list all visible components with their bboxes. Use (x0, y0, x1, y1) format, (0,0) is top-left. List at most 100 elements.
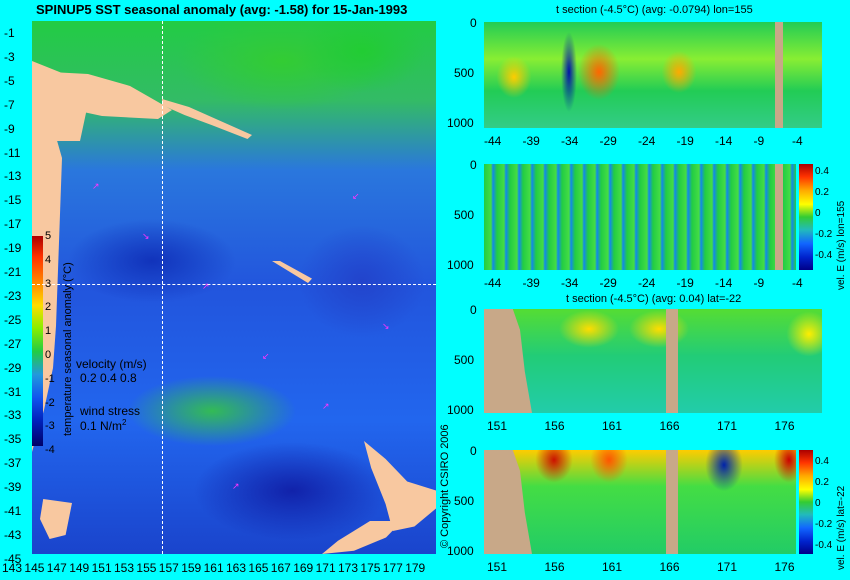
tick-label: 163 (226, 561, 247, 575)
tick-label: -13 (4, 169, 22, 184)
tick-label: -14 (715, 276, 733, 290)
tick-label: -14 (715, 134, 733, 148)
tick-label: -1 (45, 372, 55, 385)
map-colorbar (32, 236, 43, 446)
panel4-section-plot[interactable] (484, 450, 796, 554)
panel3-shelf (484, 309, 532, 413)
tick-label: 177 (382, 561, 403, 575)
tick-label: 161 (203, 561, 224, 575)
tick-label: 2 (45, 301, 52, 314)
tick-label: 0.4 (815, 166, 829, 177)
tick-label: 500 (454, 66, 475, 80)
tick-label: -43 (4, 527, 22, 542)
tick-label: 171 (717, 560, 738, 574)
velocity-legend-scale: 0.2 0.4 0.8 (80, 371, 137, 385)
tick-label: 159 (181, 561, 202, 575)
vector-arrow-icon: ↗ (202, 281, 210, 291)
tick-label: 156 (544, 419, 565, 433)
tick-label: -39 (4, 480, 22, 495)
tick-label: 166 (659, 560, 680, 574)
velocity-legend-label: velocity (m/s) (76, 357, 147, 371)
tick-label: 153 (114, 561, 135, 575)
tick-label: -11 (4, 145, 21, 160)
tick-label: -15 (4, 193, 22, 208)
tick-label: 147 (46, 561, 67, 575)
panel4-seafloor (666, 450, 678, 554)
tick-label: 175 (360, 561, 381, 575)
tick-label: -17 (4, 217, 22, 232)
tick-label: 143 (2, 561, 23, 575)
tick-label: 155 (136, 561, 157, 575)
panel3-title: t section (-4.5°C) (avg: 0.04) lat=-22 (566, 293, 742, 305)
tick-label: -34 (561, 134, 579, 148)
tick-label: -4 (792, 276, 803, 290)
tick-label: 0 (470, 16, 477, 30)
tick-label: -23 (4, 288, 22, 303)
tick-label: -39 (522, 134, 540, 148)
tick-label: -27 (4, 336, 22, 351)
tick-label: -41 (4, 504, 22, 518)
panel1-section-plot[interactable] (484, 22, 822, 128)
panel2-section-plot[interactable] (484, 164, 796, 270)
tick-label: 145 (24, 561, 45, 575)
tick-label: -39 (522, 276, 540, 290)
tick-label: 151 (91, 561, 112, 575)
new-zealand-north-island (364, 441, 436, 531)
tick-label: 0 (470, 444, 477, 458)
tick-label: -0.2 (815, 519, 833, 530)
tick-label: -25 (4, 312, 22, 327)
tick-label: -19 (4, 241, 22, 256)
tick-label: -35 (4, 432, 22, 447)
tick-label: -0.4 (815, 540, 833, 551)
lon-section-guide (162, 21, 163, 554)
tick-label: -45 (4, 551, 22, 566)
tick-label: 176 (774, 419, 795, 433)
panel2-seafloor (775, 164, 783, 270)
tick-label: 156 (544, 560, 565, 574)
tick-label: 0.2 (815, 477, 829, 488)
tick-label: -0.2 (815, 229, 833, 240)
panel1-title: t section (-4.5°C) (avg: -0.0794) lon=15… (556, 4, 753, 16)
tick-label: 165 (248, 561, 269, 575)
tick-label: -9 (753, 134, 765, 148)
tick-label: 176 (774, 560, 795, 574)
tick-label: 179 (405, 561, 426, 575)
tick-label: 149 (69, 561, 90, 575)
tick-label: 4 (45, 253, 52, 266)
panel4-shelf (484, 450, 532, 554)
sst-anomaly-map[interactable]: ↗ ↘ ↗ ↙ ↗ ↘ ↗ ↙ temperature seasonal ano… (32, 21, 436, 554)
tick-label: 0 (45, 349, 52, 361)
tick-label: 3 (45, 277, 52, 290)
panel4-colorbar (799, 450, 813, 554)
tick-label: -44 (484, 276, 502, 290)
tick-label: 151 (487, 560, 508, 574)
tick-label: -0.4 (815, 250, 833, 261)
tick-label: 1000 (447, 116, 474, 130)
panel3-seafloor (666, 309, 678, 413)
panel1-seafloor (775, 22, 783, 128)
vector-arrow-icon: ↗ (322, 401, 330, 411)
tick-label: 5 (45, 230, 52, 242)
tick-label: 161 (602, 419, 623, 433)
tick-label: 173 (338, 561, 359, 575)
tick-label: 171 (717, 419, 738, 433)
tick-label: 167 (270, 561, 291, 575)
tick-label: -31 (4, 384, 22, 399)
map-colorbar-label: temperature seasonal anomaly (°C) (62, 262, 74, 436)
tick-label: -21 (4, 265, 22, 279)
tick-label: -24 (638, 134, 656, 148)
panel3-section-plot[interactable] (484, 309, 822, 413)
tick-label: 0 (815, 498, 821, 509)
vector-arrow-icon: ↙ (262, 351, 270, 361)
tick-label: -9 (753, 276, 765, 290)
tick-label: -44 (484, 134, 502, 148)
tick-label: 151 (487, 419, 508, 433)
tick-label: 157 (158, 561, 179, 575)
tick-label: -37 (4, 456, 22, 471)
tick-label: 1000 (447, 544, 474, 558)
vector-arrow-icon: ↘ (382, 321, 390, 331)
tick-label: -34 (561, 276, 579, 290)
tick-label: -29 (4, 360, 22, 375)
wind-legend-label: wind stress (80, 404, 141, 418)
panel2-colorbar (799, 164, 813, 270)
